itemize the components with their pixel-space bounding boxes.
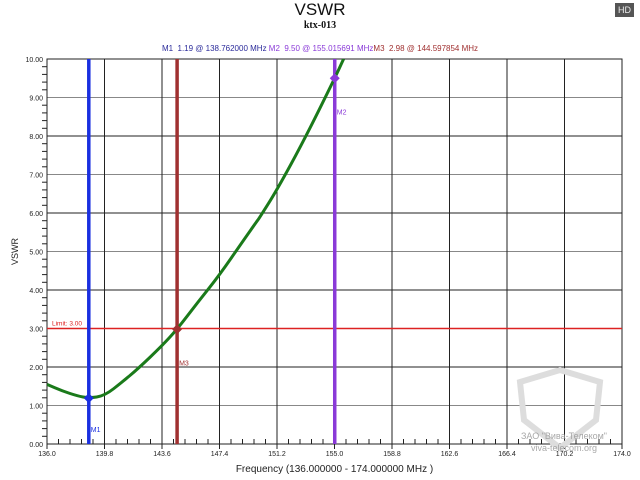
y-tick-label: 4.00 <box>29 288 43 295</box>
y-tick-label: 3.00 <box>29 327 43 334</box>
marker-point-m1 <box>83 393 94 404</box>
x-tick-label: 136.0 <box>38 451 56 458</box>
x-tick-label: 162.6 <box>441 451 459 458</box>
y-tick-label: 2.00 <box>29 365 43 372</box>
chart-subtitle: ktx-013 <box>303 20 337 31</box>
y-tick-label: 0.00 <box>29 442 43 449</box>
marker-label-m2: M2 <box>337 109 347 116</box>
y-tick-label: 6.00 <box>29 211 43 218</box>
y-tick-label: 7.00 <box>29 173 43 180</box>
chart-title: VSWR <box>294 0 346 19</box>
limit-label: Limit: 3.00 <box>52 321 82 328</box>
marker-readout-m3: M3 2.98 @ 144.597854 MHz <box>373 44 479 53</box>
marker-readout: M1 1.19 @ 138.762000 MHz M2 9.50 @ 155.0… <box>0 44 640 53</box>
y-tick-label: 1.00 <box>29 404 43 411</box>
watermark-company: ЗАО "Вива-Телеком" <box>520 431 608 441</box>
x-tick-label: 139.8 <box>96 451 114 458</box>
x-tick-label: 143.6 <box>153 451 171 458</box>
x-tick-label: 155.0 <box>326 451 344 458</box>
y-tick-label: 10.00 <box>25 57 43 64</box>
watermark-url: viva-telecom.org <box>530 443 598 453</box>
vswr-series-line <box>47 59 345 400</box>
x-tick-label: 166.4 <box>498 451 516 458</box>
watermark-shield-logo <box>516 366 604 452</box>
marker-readout-m2: M2 9.50 @ 155.015691 MHz <box>268 44 374 53</box>
x-tick-label: 151.2 <box>268 451 286 458</box>
x-tick-label: 147.4 <box>211 451 229 458</box>
y-tick-label: 8.00 <box>29 134 43 141</box>
marker-label-m1: M1 <box>91 427 101 434</box>
marker-point-m2 <box>329 73 340 84</box>
marker-point-m3 <box>172 324 183 335</box>
marker-label-m3: M3 <box>179 360 189 367</box>
y-tick-label: 9.00 <box>29 96 43 103</box>
y-axis-label: VSWR <box>10 237 20 265</box>
marker-readout-m1: M1 1.19 @ 138.762000 MHz <box>161 44 267 53</box>
x-tick-label: 158.8 <box>383 451 401 458</box>
x-axis-label: Frequency (136.000000 - 174.000000 MHz ) <box>236 464 433 475</box>
y-tick-label: 5.00 <box>29 250 43 257</box>
x-tick-label: 174.0 <box>613 451 631 458</box>
x-tick-label: 170.2 <box>556 451 574 458</box>
hd-badge[interactable]: HD <box>615 3 634 17</box>
